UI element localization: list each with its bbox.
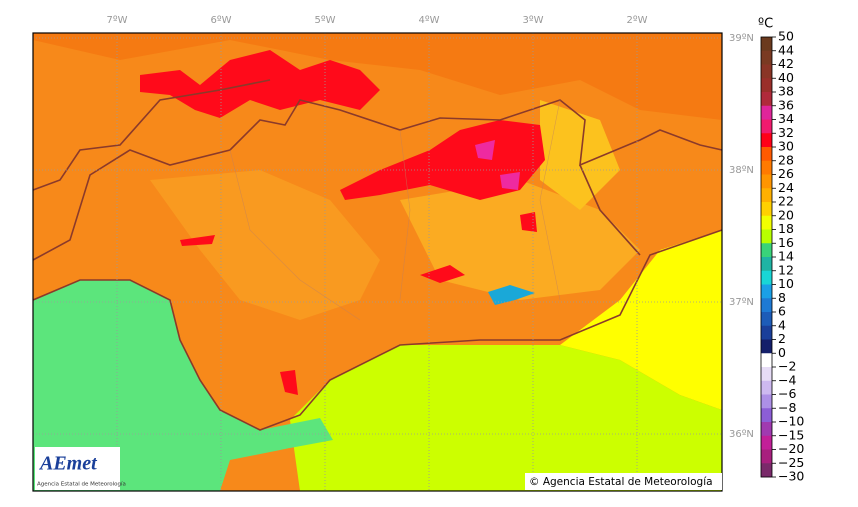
colorbar-label: 38 <box>778 84 794 99</box>
colorbar-label: 24 <box>778 180 794 195</box>
colorbar-label: 12 <box>778 262 794 277</box>
colorbar-label: 22 <box>778 194 794 209</box>
warm-area <box>33 33 722 120</box>
colorbar-band <box>761 243 772 258</box>
copyright: © Agencia Estatal de Meteorología <box>529 476 713 488</box>
longitude-label: 4ºW <box>419 15 440 26</box>
colorbar-label: −8 <box>778 400 796 415</box>
colorbar-label: −2 <box>778 359 796 374</box>
latitude-label: 39ºN <box>729 33 754 44</box>
colorbar-band <box>761 105 772 120</box>
colorbar-band <box>761 202 772 217</box>
colorbar-label: −15 <box>778 427 804 442</box>
sea-area <box>33 280 333 491</box>
colorbar-band <box>761 92 772 107</box>
colorbar-band <box>761 64 772 79</box>
colorbar-band <box>761 367 772 382</box>
colorbar-band <box>761 298 772 313</box>
colorbar-band <box>761 339 772 354</box>
colorbar-band <box>761 435 772 450</box>
colorbar-label: 0 <box>778 345 786 360</box>
colorbar-label: 4 <box>778 317 786 332</box>
colorbar-label: 44 <box>778 42 794 57</box>
colorbar-band <box>761 312 772 327</box>
warm-area <box>540 100 620 210</box>
colorbar-label: 20 <box>778 207 794 222</box>
colorbar-label: 50 <box>778 29 794 44</box>
colorbar-band <box>761 449 772 464</box>
colorbar-band <box>761 174 772 189</box>
colorbar-label: −30 <box>778 469 804 484</box>
logo-subtitle: Agencia Estatal de Meteorología <box>37 481 126 488</box>
longitude-label: 6ºW <box>211 15 232 26</box>
colorbar-label: 36 <box>778 97 794 112</box>
colorbar-band <box>761 463 772 478</box>
colorbar-band <box>761 270 772 285</box>
colorbar-band <box>761 394 772 409</box>
latitude-label: 36ºN <box>729 429 754 440</box>
colorbar-label: 32 <box>778 125 794 140</box>
colorbar-band <box>761 353 772 368</box>
colorbar-band <box>761 215 772 230</box>
latitude-label: 37ºN <box>729 297 754 308</box>
cold-area <box>488 285 535 305</box>
colorbar-label: 30 <box>778 139 794 154</box>
very-hot-area <box>475 140 520 190</box>
colorbar-band <box>761 229 772 244</box>
colorbar-label: 40 <box>778 70 794 85</box>
colorbar-label: −4 <box>778 372 796 387</box>
colorbar-band <box>761 325 772 340</box>
colorbar-label: 2 <box>778 331 786 346</box>
unit: ºC <box>758 17 773 32</box>
logo-name: AEmet <box>38 453 98 475</box>
colorbar-band <box>761 422 772 437</box>
colorbar-band <box>761 160 772 175</box>
copyright-box <box>525 473 722 490</box>
colorbar-label: 8 <box>778 290 786 305</box>
longitude-label: 3ºW <box>523 15 544 26</box>
colorbar-band <box>761 408 772 423</box>
colorbar-band <box>761 284 772 299</box>
colorbar-label: 6 <box>778 304 786 319</box>
colorbar-band <box>761 257 772 272</box>
hot-areas <box>140 50 545 395</box>
colorbar-label: 14 <box>778 249 794 264</box>
map: AEmet Agencia Estatal de Meteorología © … <box>32 32 723 492</box>
colorbar-label: 16 <box>778 235 794 250</box>
colorbar-label: 34 <box>778 111 794 126</box>
colorbar-band <box>761 380 772 395</box>
borders <box>32 79 723 431</box>
colorbar-band <box>761 188 772 203</box>
longitude-label: 2ºW <box>627 15 648 26</box>
colorbar-label: −20 <box>778 441 804 456</box>
colorbar-label: 42 <box>778 56 794 71</box>
colorbar-label: −25 <box>778 455 804 470</box>
graticule <box>33 33 722 491</box>
logo-box <box>35 447 120 490</box>
colorbar-label: 18 <box>778 221 794 236</box>
colorbar-label: −6 <box>778 386 796 401</box>
land <box>220 448 300 491</box>
colorbar-band <box>761 147 772 162</box>
colorbar-label: −10 <box>778 414 804 429</box>
colorbar-band <box>761 119 772 134</box>
colorbar-label: 26 <box>778 166 794 181</box>
latitude-label: 38ºN <box>729 165 754 176</box>
colorbar-label: 28 <box>778 152 794 167</box>
longitude-label: 7ºW <box>107 15 128 26</box>
sea-area <box>290 345 722 491</box>
longitude-label: 5ºW <box>315 15 336 26</box>
colorbar: ºC 5044424038363432302826242220181614121… <box>758 17 804 484</box>
cool-area <box>560 230 722 410</box>
colorbar-band <box>761 37 772 52</box>
colorbar-band <box>761 50 772 65</box>
map-frame <box>32 32 723 492</box>
colorbar-label: 10 <box>778 276 794 291</box>
colorbar-band <box>761 133 772 148</box>
colorbar-band <box>761 78 772 93</box>
